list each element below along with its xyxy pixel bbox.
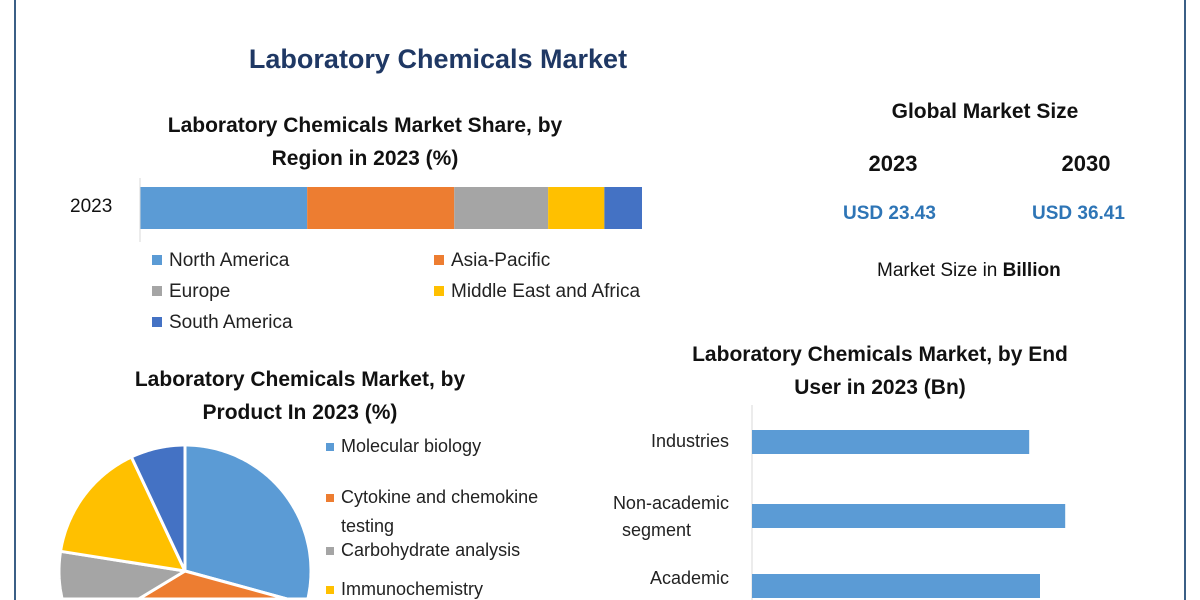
region-category-label: 2023 — [70, 196, 113, 217]
product-chart-title-line2: Product In 2023 (%) — [202, 401, 398, 424]
legend-south-america: South America — [152, 312, 293, 334]
pie-legend-carbohydrate: Carbohydrate analysis — [326, 540, 520, 561]
pie-legend-cytokine-line2: testing — [341, 516, 395, 536]
stacked-segment-south-america — [604, 187, 642, 229]
legend-mea: Middle East and Africa — [434, 281, 640, 303]
pie-slice-other — [129, 443, 187, 573]
legend-label: Middle East and Africa — [451, 281, 641, 302]
category-non-academic: Non-academic — [612, 493, 729, 513]
legend-swatch — [434, 255, 444, 265]
legend-swatch — [326, 547, 334, 555]
value-2030: USD 36.41 — [1032, 203, 1125, 224]
stacked-segment-north-america — [140, 187, 308, 229]
legend-swatch — [152, 317, 162, 327]
stacked-segment-middle-east-and-africa — [548, 187, 605, 229]
enduser-bar-1 — [752, 504, 1066, 528]
legend-label: Carbohydrate analysis — [341, 540, 521, 560]
note-unit: Billion — [1002, 260, 1061, 281]
note-prefix: Market Size in — [877, 260, 1003, 281]
legend-label: Asia-Pacific — [451, 250, 551, 271]
enduser-chart-title-line1: Laboratory Chemicals Market, by End — [692, 343, 1068, 366]
legend-label: Molecular biology — [341, 436, 482, 456]
legend-north-america: North America — [152, 250, 289, 272]
pie-slice-molecular-biology — [183, 443, 313, 600]
pie-slice-immunochemistry — [59, 455, 187, 573]
legend-swatch — [434, 286, 444, 296]
legend-swatch — [152, 286, 162, 296]
legend-europe: Europe — [152, 281, 230, 303]
product-chart-title-line1: Laboratory Chemicals Market, by — [134, 368, 466, 391]
legend-swatch — [152, 255, 162, 265]
value-2023: USD 23.43 — [843, 203, 936, 224]
legend-label: Cytokine and chemokine — [341, 487, 539, 507]
year-2030: 2030 — [1061, 151, 1111, 176]
pie-slice-carbohydrate-analysis — [57, 549, 187, 600]
legend-label: Immunochemistry — [341, 579, 484, 599]
legend-swatch — [326, 586, 334, 594]
category-academic: Academic — [649, 568, 729, 588]
market-size-unit-note: Market Size in Billion — [877, 260, 1061, 282]
pie-legend-cytokine: Cytokine and chemokine — [326, 487, 538, 508]
enduser-bar-2 — [752, 574, 1040, 598]
pie-legend-immunochemistry: Immunochemistry — [326, 579, 483, 599]
category-non-academic-line2: segment — [622, 520, 692, 540]
legend-swatch — [326, 494, 334, 502]
enduser-chart-title-line2: User in 2023 (Bn) — [794, 376, 966, 399]
legend-swatch — [326, 443, 334, 451]
page-title: Laboratory Chemicals Market — [248, 44, 628, 74]
stacked-segment-asia-pacific — [307, 187, 455, 229]
enduser-bar-0 — [752, 430, 1030, 454]
legend-label: Europe — [169, 281, 231, 302]
region-chart-title-line1: Laboratory Chemicals Market Share, by — [167, 114, 563, 137]
legend-label: North America — [169, 250, 290, 271]
year-2023: 2023 — [868, 151, 918, 176]
pie-legend-molecular-biology: Molecular biology — [326, 436, 481, 457]
stacked-segment-europe — [454, 187, 549, 229]
legend-label: South America — [169, 312, 293, 333]
legend-asia-pacific: Asia-Pacific — [434, 250, 550, 272]
market-size-heading: Global Market Size — [891, 100, 1079, 123]
category-industries: Industries — [650, 431, 729, 451]
infographic-frame — [14, 0, 1186, 600]
region-chart-title-line2: Region in 2023 (%) — [271, 147, 459, 170]
